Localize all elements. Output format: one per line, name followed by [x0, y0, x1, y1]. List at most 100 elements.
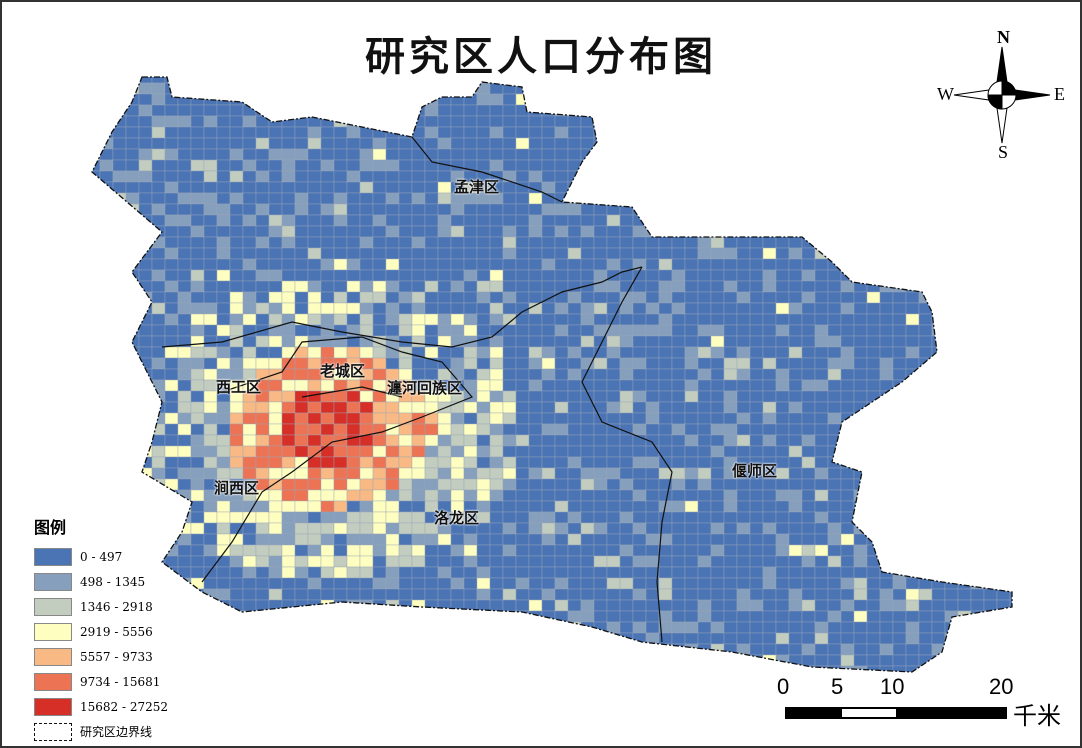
population-cell: [242, 247, 257, 260]
population-cell: [372, 533, 387, 546]
population-cell: [268, 170, 283, 183]
population-cell: [645, 445, 660, 458]
population-cell: [99, 379, 114, 392]
population-cell: [632, 170, 647, 183]
population-cell: [489, 137, 504, 150]
population-cell: [359, 302, 374, 315]
population-cell: [177, 654, 192, 667]
population-cell: [164, 423, 179, 436]
population-cell: [112, 401, 127, 414]
population-cell: [372, 192, 387, 205]
population-cell: [502, 610, 517, 623]
population-cell: [307, 632, 322, 645]
population-cell: [827, 588, 842, 601]
population-cell: [788, 115, 803, 128]
population-cell: [268, 665, 283, 672]
population-cell: [92, 93, 101, 106]
population-cell: [463, 566, 478, 579]
population-cell: [697, 214, 712, 227]
population-cell: [736, 170, 751, 183]
population-cell: [840, 555, 855, 568]
population-cell: [164, 434, 179, 447]
population-cell: [463, 269, 478, 282]
population-cell: [632, 632, 647, 645]
population-cell: [177, 203, 192, 216]
population-cell: [905, 280, 920, 293]
population-cell: [645, 82, 660, 95]
population-cell: [320, 555, 335, 568]
population-cell: [1009, 302, 1012, 315]
population-cell: [996, 412, 1011, 425]
population-cell: [671, 148, 686, 161]
population-cell: [281, 170, 296, 183]
population-cell: [502, 412, 517, 425]
population-cell: [749, 291, 764, 304]
population-cell: [463, 368, 478, 381]
population-cell: [853, 225, 868, 238]
population-cell: [723, 82, 738, 95]
population-cell: [866, 544, 881, 557]
population-cell: [489, 445, 504, 458]
population-cell: [528, 511, 543, 524]
population-cell: [333, 456, 348, 469]
population-cell: [177, 192, 192, 205]
population-cell: [385, 467, 400, 480]
population-cell: [255, 291, 270, 304]
population-cell: [112, 247, 127, 260]
population-cell: [437, 434, 452, 447]
population-cell: [944, 423, 959, 436]
population-cell: [606, 280, 621, 293]
population-cell: [528, 335, 543, 348]
population-cell: [307, 489, 322, 502]
population-cell: [593, 390, 608, 403]
population-cell: [398, 258, 413, 271]
population-cell: [502, 93, 517, 106]
population-cell: [255, 500, 270, 513]
population-cell: [619, 401, 634, 414]
population-cell: [99, 357, 114, 370]
population-cell: [424, 104, 439, 117]
population-cell: [567, 401, 582, 414]
population-cell: [294, 500, 309, 513]
population-cell: [671, 368, 686, 381]
population-cell: [203, 159, 218, 172]
population-cell: [281, 390, 296, 403]
population-cell: [320, 621, 335, 634]
population-cell: [879, 357, 894, 370]
population-cell: [320, 313, 335, 326]
population-cell: [827, 511, 842, 524]
population-cell: [541, 313, 556, 326]
population-cell: [931, 434, 946, 447]
population-cell: [983, 335, 998, 348]
population-cell: [411, 522, 426, 535]
population-cell: [294, 665, 309, 672]
population-cell: [840, 588, 855, 601]
population-cell: [567, 511, 582, 524]
population-cell: [970, 247, 985, 260]
population-cell: [112, 456, 127, 469]
population-cell: [593, 599, 608, 612]
population-cell: [99, 192, 114, 205]
population-cell: [216, 269, 231, 282]
population-cell: [775, 291, 790, 304]
population-cell: [983, 544, 998, 557]
population-cell: [177, 423, 192, 436]
population-cell: [1009, 258, 1012, 271]
scale-tick: 0: [777, 674, 790, 699]
population-cell: [138, 192, 153, 205]
population-cell: [125, 456, 140, 469]
population-cell: [632, 115, 647, 128]
legend-label: 1346 - 2918: [80, 599, 153, 614]
population-cell: [151, 258, 166, 271]
population-cell: [502, 203, 517, 216]
population-cell: [983, 445, 998, 458]
population-cell: [944, 357, 959, 370]
population-cell: [567, 632, 582, 645]
population-cell: [710, 159, 725, 172]
population-cell: [827, 214, 842, 227]
population-cell: [320, 137, 335, 150]
population-cell: [190, 313, 205, 326]
population-cell: [203, 335, 218, 348]
population-cell: [502, 456, 517, 469]
population-cell: [827, 478, 842, 491]
